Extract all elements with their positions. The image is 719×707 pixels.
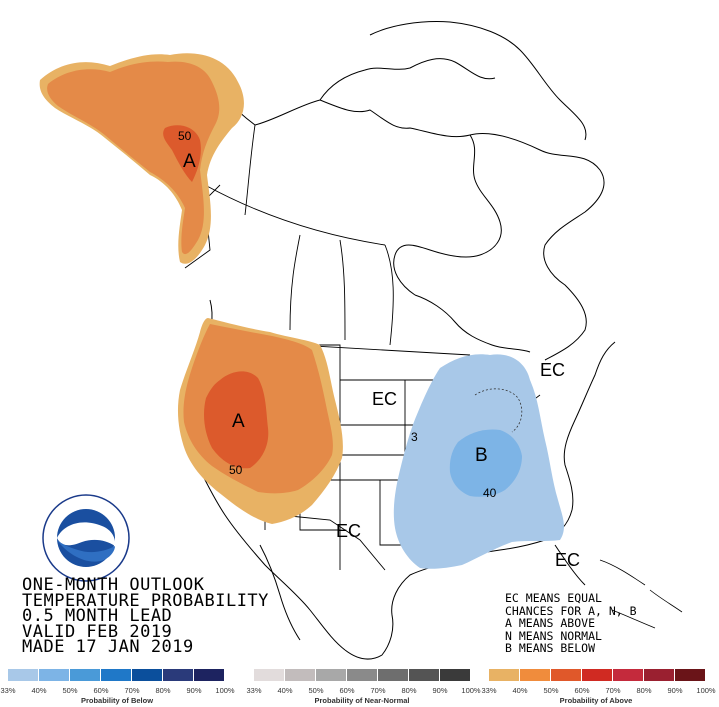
near-normal-tick-label: 40% xyxy=(277,686,293,695)
noaa-logo: NOAA xyxy=(42,494,130,582)
near-normal-swatch xyxy=(347,669,378,681)
legend-note-1: EC MEANS EQUAL xyxy=(505,591,602,605)
below-tick-label: 40% xyxy=(31,686,47,695)
below-tick-label: 60% xyxy=(93,686,109,695)
southwest-ec-label: EC xyxy=(336,521,361,541)
southeast-ec-label: EC xyxy=(555,550,580,570)
near-normal-scale-title: Probability of Near-Normal xyxy=(314,696,410,705)
west-above-region: A 50 xyxy=(177,318,343,524)
near-normal-swatch xyxy=(409,669,440,681)
legend-note-2: CHANCES FOR A, N, B xyxy=(505,603,637,618)
above-tick-label: 33% xyxy=(481,686,497,695)
east-contour-40-label: 40 xyxy=(483,486,497,500)
east-below-40 xyxy=(449,429,522,497)
alaska-contour-label: 50 xyxy=(178,129,192,143)
near-normal-tick-label: 50% xyxy=(308,686,324,695)
above-scale-title: Probability of Above xyxy=(559,696,633,705)
above-swatch xyxy=(613,669,644,681)
near-normal-tick-label: 33% xyxy=(246,686,262,695)
below-swatch xyxy=(70,669,101,681)
below-swatch xyxy=(8,669,39,681)
title-line-2: TEMPERATURE PROBABILITY xyxy=(22,590,269,611)
legend-note-4: N MEANS NORMAL xyxy=(505,628,602,643)
below-swatch xyxy=(39,669,70,681)
near-normal-swatch xyxy=(378,669,409,681)
noaa-logo-text: NOAA xyxy=(70,525,102,537)
above-tick-label: 100% xyxy=(696,686,716,695)
near-normal-tick-label: 80% xyxy=(401,686,417,695)
central-ec-label: EC xyxy=(372,389,397,409)
east-letter: B xyxy=(475,445,488,466)
near-normal-tick-label: 70% xyxy=(370,686,386,695)
title-line-4: VALID FEB 2019 xyxy=(22,621,173,642)
caribbean-coast xyxy=(599,559,683,629)
east-contour-33-label: 3 xyxy=(411,430,418,444)
below-tick-label: 33% xyxy=(0,686,16,695)
above-swatch xyxy=(520,669,551,681)
west-letter: A xyxy=(232,411,245,432)
above-swatch xyxy=(644,669,675,681)
alaska-above-region: A 50 xyxy=(39,53,244,264)
below-swatch xyxy=(101,669,132,681)
title-line-1: ONE-MONTH OUTLOOK xyxy=(22,575,205,595)
east-below-region: B 40 3 xyxy=(393,354,564,569)
near-normal-color-scale xyxy=(254,669,471,681)
near-normal-swatch xyxy=(254,669,285,681)
near-normal-tick-label: 100% xyxy=(461,686,481,695)
above-swatch xyxy=(489,669,520,681)
below-tick-label: 90% xyxy=(186,686,202,695)
alaska-above-40 xyxy=(47,61,220,255)
below-color-scale xyxy=(8,669,225,681)
northeast-ec-label: EC xyxy=(540,360,565,380)
above-tick-label: 80% xyxy=(636,686,652,695)
above-color-scale xyxy=(489,669,706,681)
near-normal-tick-label: 60% xyxy=(339,686,355,695)
below-swatch xyxy=(163,669,194,681)
title-line-3: 0.5 MONTH LEAD xyxy=(22,606,173,626)
west-contour-label: 50 xyxy=(229,463,243,477)
title-line-5: MADE 17 JAN 2019 xyxy=(22,637,194,657)
near-normal-swatch xyxy=(285,669,316,681)
legend-note-5: B MEANS BELOW xyxy=(505,641,596,655)
below-tick-label: 50% xyxy=(62,686,78,695)
below-tick-label: 100% xyxy=(215,686,235,695)
legend-notes: EC MEANS EQUAL CHANCES FOR A, N, B A MEA… xyxy=(505,592,637,655)
above-tick-label: 90% xyxy=(667,686,683,695)
above-swatch xyxy=(582,669,613,681)
below-tick-label: 70% xyxy=(124,686,140,695)
above-tick-label: 60% xyxy=(574,686,590,695)
alaska-letter: A xyxy=(183,151,196,172)
above-tick-label: 40% xyxy=(512,686,528,695)
west-above-50 xyxy=(204,371,269,469)
above-swatch xyxy=(551,669,582,681)
below-scale-title: Probability of Below xyxy=(80,696,154,705)
near-normal-swatch xyxy=(440,669,471,681)
outlook-title-block: ONE-MONTH OUTLOOK TEMPERATURE PROBABILIT… xyxy=(22,575,269,657)
below-swatch xyxy=(132,669,163,681)
above-tick-label: 50% xyxy=(543,686,559,695)
above-swatch xyxy=(675,669,706,681)
below-swatch xyxy=(194,669,225,681)
alaska-above-50 xyxy=(163,125,201,182)
below-tick-label: 80% xyxy=(155,686,171,695)
near-normal-swatch xyxy=(316,669,347,681)
above-tick-label: 70% xyxy=(605,686,621,695)
legend-note-3: A MEANS ABOVE xyxy=(505,616,596,630)
near-normal-tick-label: 90% xyxy=(432,686,448,695)
